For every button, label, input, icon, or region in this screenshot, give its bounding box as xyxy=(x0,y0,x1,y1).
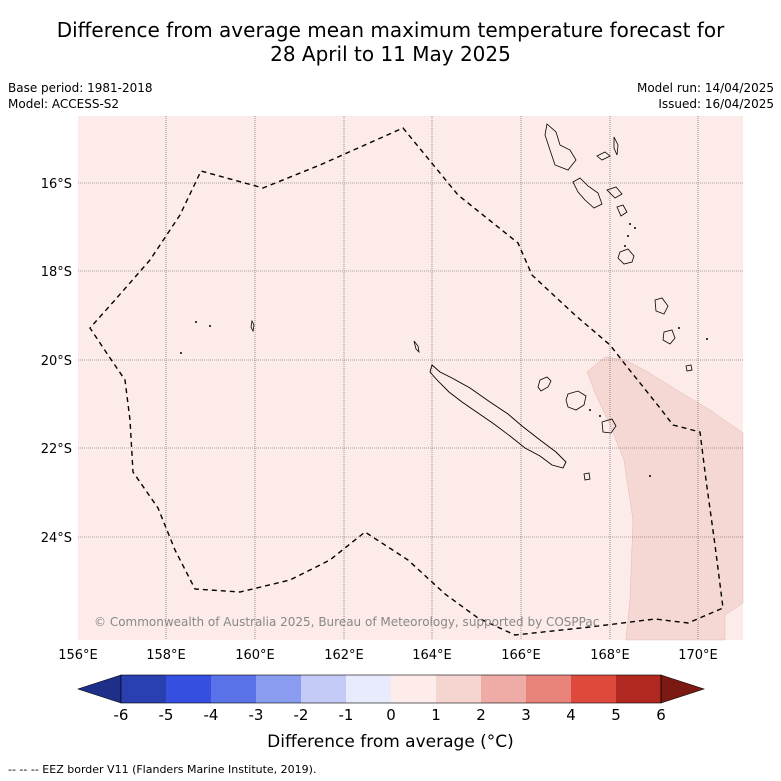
isle-of-pines xyxy=(583,472,591,481)
islet xyxy=(629,223,631,225)
colorbar-swatch xyxy=(166,675,211,703)
erromango-island xyxy=(654,297,669,315)
colorbar-tick-label: 3 xyxy=(521,706,531,724)
islet xyxy=(678,327,680,329)
new-caledonia-island xyxy=(429,364,567,469)
colorbar-swatch xyxy=(436,675,481,703)
eez-border xyxy=(89,127,724,636)
islet xyxy=(209,325,211,327)
pentecost-island xyxy=(613,136,619,156)
colorbar-swatch xyxy=(301,675,346,703)
colorbar-tick-label: 4 xyxy=(566,706,576,724)
islet xyxy=(634,227,636,229)
lon-label: 162°E xyxy=(324,648,364,663)
ouvea-island xyxy=(537,376,552,392)
mare-island xyxy=(601,418,617,434)
lon-label: 168°E xyxy=(590,648,630,663)
lon-labels: 156°E 158°E 160°E 162°E 164°E 166°E 168°… xyxy=(58,648,718,663)
colorbar-swatch xyxy=(211,675,256,703)
islet xyxy=(706,338,708,340)
islet xyxy=(627,235,629,237)
espiritu-santo-island xyxy=(544,123,577,171)
lat-label: 22°S xyxy=(41,442,72,457)
lon-label: 164°E xyxy=(412,648,452,663)
colorbar-tick-label: 1 xyxy=(431,706,441,724)
colorbar-tick-labels: -6 -5 -4 -3 -2 -1 0 1 2 3 4 5 6 xyxy=(0,706,781,726)
efate-island xyxy=(617,248,635,265)
gridlines xyxy=(78,116,743,640)
colorbar-tick-label: 0 xyxy=(386,706,396,724)
epi-island xyxy=(616,204,628,217)
colorbar-swatch xyxy=(121,675,166,703)
title-line-1: Difference from average mean maximum tem… xyxy=(56,18,725,42)
base-period: Base period: 1981-2018 xyxy=(8,81,153,95)
model-run: Model run: 14/04/2025 xyxy=(636,81,774,95)
meta-right: Model run: 14/04/2025 Issued: 16/04/2025 xyxy=(637,80,774,112)
colorbar-swatch xyxy=(526,675,571,703)
colorbar-frame xyxy=(120,674,662,704)
tanna-island xyxy=(662,329,676,345)
model-name: Model: ACCESS-S2 xyxy=(8,97,120,111)
maewo-island xyxy=(596,151,611,161)
copyright-notice: © Commonwealth of Australia 2025, Bureau… xyxy=(94,615,599,629)
issued-date: Issued: 16/04/2025 xyxy=(658,97,774,111)
meta-left: Base period: 1981-2018 Model: ACCESS-S2 xyxy=(8,80,153,112)
colorbar-tick-label: -2 xyxy=(293,706,309,724)
chesterfield-reef xyxy=(250,319,255,333)
lon-label: 166°E xyxy=(501,648,541,663)
colorbar-swatch xyxy=(391,675,436,703)
belep-islands xyxy=(413,340,420,354)
colorbar-tick-label: -3 xyxy=(248,706,264,724)
small-islets xyxy=(180,223,708,477)
colorbar-extend-low xyxy=(77,674,122,704)
colorbar-tick-label: -6 xyxy=(113,706,129,724)
title-line-2: 28 April to 11 May 2025 xyxy=(270,42,511,66)
colorbar-title: Difference from average (°C) xyxy=(267,732,514,752)
colorbar-swatch xyxy=(481,675,526,703)
eez-legend-footnote: -- -- -- EEZ border V11 (Flanders Marine… xyxy=(8,763,317,776)
lat-label: 24°S xyxy=(41,531,72,546)
colorbar-tick-label: -5 xyxy=(158,706,174,724)
islet xyxy=(589,409,591,411)
islet xyxy=(599,415,601,417)
lat-label: 16°S xyxy=(41,177,72,192)
colorbar-tick-label: 2 xyxy=(476,706,486,724)
lifou-island xyxy=(565,390,587,411)
colorbar-swatch xyxy=(346,675,391,703)
lon-label: 158°E xyxy=(146,648,186,663)
colorbar-tick-label: 6 xyxy=(656,706,666,724)
colorbar-swatch xyxy=(616,675,661,703)
map-title: Difference from average mean maximum tem… xyxy=(0,18,781,66)
malekula-island xyxy=(572,177,603,209)
lon-label: 160°E xyxy=(235,648,275,663)
islet xyxy=(180,352,182,354)
colorbar-tick-label: 5 xyxy=(611,706,621,724)
colorbar-tick-label: -1 xyxy=(338,706,354,724)
islet xyxy=(195,321,197,323)
islet xyxy=(649,475,651,477)
lat-labels: 16°S 18°S 20°S 22°S 24°S xyxy=(41,177,72,546)
islet xyxy=(624,245,626,247)
lat-label: 18°S xyxy=(41,265,72,280)
lat-label: 20°S xyxy=(41,354,72,369)
lon-label: 156°E xyxy=(58,648,98,663)
colorbar-extend-high xyxy=(660,674,705,704)
ambrym-island xyxy=(606,186,623,199)
aneityum-island xyxy=(685,364,693,372)
lon-label: 170°E xyxy=(678,648,718,663)
warm-anomaly-region xyxy=(586,356,744,641)
colorbar xyxy=(77,674,705,704)
colorbar-swatch xyxy=(256,675,301,703)
colorbar-tick-label: -4 xyxy=(203,706,219,724)
colorbar-swatch xyxy=(571,675,616,703)
